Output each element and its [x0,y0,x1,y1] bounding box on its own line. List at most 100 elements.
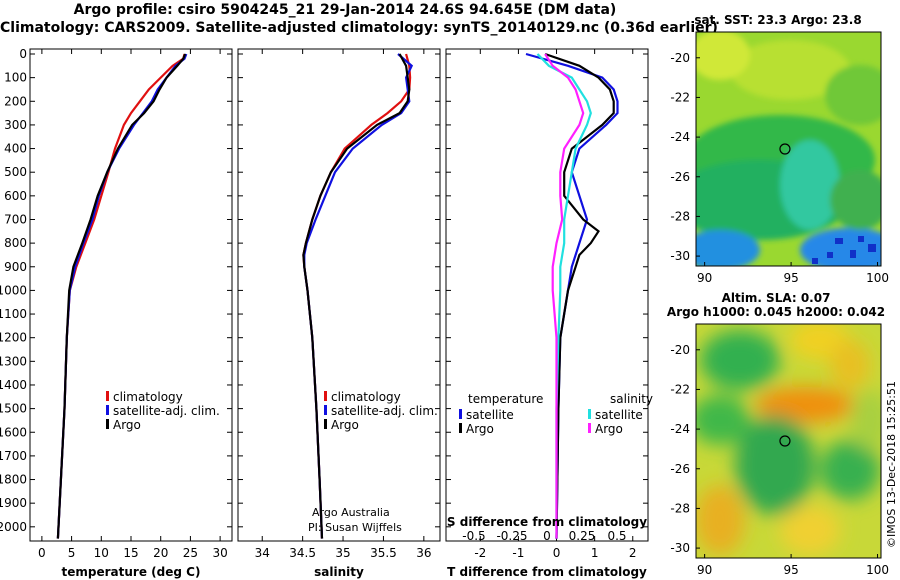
sal-x-tick-label: 35.5 [370,546,397,560]
sal-x-tick-label: 34.5 [289,546,316,560]
depth-tick-label: 1400 [0,378,27,392]
diff-legend-swatch [588,423,591,433]
depth-tick-label: 700 [4,212,27,226]
depth-tick-label: 1500 [0,402,27,416]
sal-series-argo [302,53,411,539]
diff-x-tick-label: 1 [591,546,599,560]
diff-legend-label: Argo [595,422,623,436]
sst-argo-location-marker [779,143,791,155]
sst-map-title: sat. SST: 23.3 Argo: 23.8 [694,13,861,27]
sla-y-tick-label: -30 [670,541,690,555]
difference-panel [445,48,649,542]
s-difference-tick-label: 0.5 [607,529,626,543]
depth-tick-label: 1700 [0,449,27,463]
sal-legend-swatch [324,405,327,415]
sla-map-title: Altim. SLA: 0.07 [722,291,831,305]
sal-x-axis-label: salinity [314,565,364,579]
s-difference-tick-label: 0 [543,529,551,543]
sla-map-subtitle: Argo h1000: 0.045 h2000: 0.042 [667,305,885,319]
salinity-panel [237,48,441,542]
depth-tick-label: 800 [4,236,27,250]
diff-series-salinity-argo [544,53,585,539]
sal-legend-label: climatology [331,390,401,404]
diff-legend-swatch [588,409,591,419]
diff-series-temperature-argo [544,52,615,539]
sla-argo-location-marker [779,435,791,447]
diff-legend-swatch [459,409,462,419]
temp-x-tick-label: 25 [183,546,198,560]
sla-y-tick-label: -24 [670,422,690,436]
temp-legend-label: Argo [113,418,141,432]
sst-map-panel [696,32,881,266]
sla-x-tick-label: 95 [783,563,798,577]
temp-x-tick-label: 30 [212,546,227,560]
depth-tick-label: 100 [4,71,27,85]
diff-legend-label: satellite [466,408,514,422]
sla-x-tick-label: 100 [866,563,889,577]
diff-legend-salinity-title: salinity [610,392,653,406]
sst-x-tick-label: 90 [697,271,712,285]
depth-tick-label: 0 [19,47,27,61]
diff-x-tick-label: 2 [629,546,637,560]
sla-y-tick-label: -20 [670,343,690,357]
sst-x-tick-label: 95 [783,271,798,285]
depth-tick-label: 1200 [0,331,27,345]
temp-x-axis-label: temperature (deg C) [62,565,201,579]
temperature-panel [29,48,233,542]
depth-tick-label: 1300 [0,354,27,368]
depth-tick-label: 500 [4,165,27,179]
title-line-1: Argo profile: csiro 5904245_21 29-Jan-20… [73,2,617,18]
sal-x-tick-label: 34 [255,546,270,560]
s-difference-axis-label: S difference from climatology [447,515,647,529]
temp-legend-swatch [106,405,109,415]
s-difference-tick-label: -0.25 [496,529,527,543]
footer-timestamp: ©IMOS 13-Dec-2018 15:25:51 [885,381,898,548]
temp-x-tick-label: 20 [153,546,168,560]
sal-x-tick-label: 35 [335,546,350,560]
temp-legend-swatch [106,391,109,401]
sst-x-tick-label: 100 [866,271,889,285]
sla-x-tick-label: 90 [697,563,712,577]
sst-y-tick-label: -24 [670,130,690,144]
depth-tick-label: 1100 [0,307,27,321]
sst-y-tick-label: -22 [670,90,690,104]
depth-tick-label: 200 [4,94,27,108]
sla-y-tick-label: -22 [670,382,690,396]
temp-series-argo [56,53,187,539]
depth-tick-label: 1800 [0,473,27,487]
temp-x-tick-label: 5 [68,546,76,560]
diff-x-tick-label: -1 [512,546,524,560]
diff-x-tick-label: 0 [553,546,561,560]
depth-tick-label: 1900 [0,496,27,510]
diff-x-tick-label: -2 [474,546,486,560]
temp-x-tick-label: 10 [94,546,109,560]
depth-tick-label: 1000 [0,283,27,297]
depth-tick-label: 300 [4,118,27,132]
diff-legend-temperature-title: temperature [468,392,543,406]
sst-y-tick-label: -28 [670,209,690,223]
sla-y-tick-label: -26 [670,462,690,476]
diff-series-salinity-satellite [536,53,592,539]
diff-x-axis-label: T difference from climatology [447,565,647,579]
sst-y-tick-label: -26 [670,170,690,184]
depth-tick-label: 2000 [0,520,27,534]
credit-pi: PI: Susan Wijffels [308,521,402,534]
title-line-2: Climatology: CARS2009. Satellite-adjuste… [0,20,718,36]
depth-tick-label: 600 [4,189,27,203]
depth-tick-label: 1600 [0,425,27,439]
diff-legend-label: Argo [466,422,494,436]
sal-legend-swatch [324,419,327,429]
sal-x-tick-label: 36 [416,546,431,560]
temp-legend-label: satellite-adj. clim. [113,404,220,418]
s-difference-tick-label: -0.5 [462,529,485,543]
sst-y-tick-label: -20 [670,51,690,65]
s-difference-tick-label: 0.25 [569,529,596,543]
sal-legend-swatch [324,391,327,401]
depth-tick-label: 400 [4,142,27,156]
temp-x-tick-label: 15 [123,546,138,560]
diff-legend-swatch [459,423,462,433]
temp-legend-label: climatology [113,390,183,404]
depth-tick-label: 900 [4,260,27,274]
